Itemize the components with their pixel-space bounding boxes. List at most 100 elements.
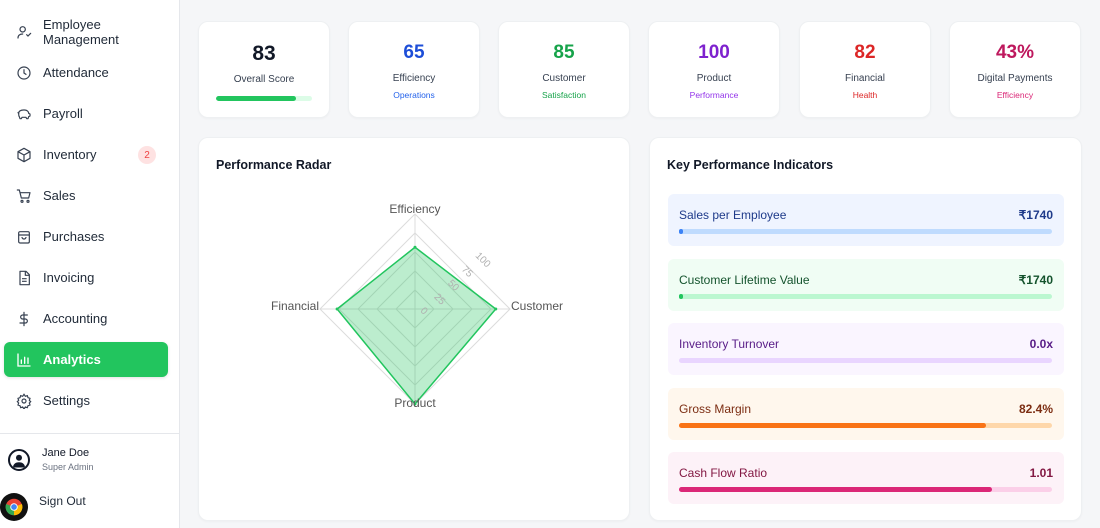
sidebar-item-label: Settings [43, 393, 90, 408]
sidebar-item-accounting[interactable]: Accounting [4, 301, 168, 336]
kpi-progress-track [679, 422, 1052, 428]
bag-icon [16, 229, 32, 245]
kpi-progress-fill [679, 229, 683, 234]
bar-chart-icon [16, 352, 32, 368]
performance-radar-panel: Performance Radar 0 25 50 75 100 Efficiency Cu… [198, 137, 630, 521]
score-card-product: 100 Product Performance [648, 21, 780, 118]
kpi-cash-flow-ratio: Cash Flow Ratio 1.01 [668, 452, 1064, 504]
kpi-value: 82.4% [1018, 401, 1053, 416]
kpi-value: 1.01 [1029, 466, 1053, 480]
kpi-name: Gross Margin [679, 401, 752, 416]
radar-axis-label-financial: Financial [271, 299, 319, 313]
card-value: 65 [403, 42, 425, 63]
card-sublabel: Satisfaction [542, 90, 586, 100]
sidebar-divider [0, 433, 180, 434]
sidebar-item-settings[interactable]: Settings [4, 383, 168, 418]
card-label: Overall Score [233, 74, 295, 85]
score-card-digital-payments: 43% Digital Payments Efficiency [949, 21, 1081, 118]
score-cards: 83 Overall Score 65 Efficiency Operations 85 C… [198, 21, 1082, 118]
kpi-progress-track [679, 229, 1052, 234]
user-avatar-icon [13, 454, 25, 467]
sidebar-item-label: Sales [43, 188, 76, 203]
cart-icon [16, 188, 32, 204]
kpi-name: Sales per Employee [679, 208, 787, 222]
gear-icon [16, 392, 32, 409]
sidebar-item-invoicing[interactable]: Invoicing [4, 260, 168, 295]
kpi-customer-lifetime-value: Customer Lifetime Value ₹1740 [668, 258, 1064, 311]
kpi-name: Cash Flow Ratio [679, 466, 768, 480]
clock-icon [16, 65, 32, 81]
radar-point-customer [494, 307, 498, 311]
sidebar-item-purchases[interactable]: Purchases [4, 219, 168, 254]
card-label: Digital Payments [977, 73, 1053, 84]
score-card-financial: 82 Financial Health [799, 21, 931, 118]
radar-chart: 0255075100EfficiencyCustomerProductFinan… [271, 202, 563, 410]
score-card-customer: 85 Customer Satisfaction [498, 21, 630, 118]
user-icon [16, 24, 32, 40]
radar-point-efficiency [413, 245, 417, 249]
card-label: Product [696, 73, 732, 84]
kpi-name: Customer Lifetime Value [679, 272, 810, 287]
sidebar-item-inventory[interactable]: Inventory 2 [4, 137, 168, 172]
radar-title: Performance Radar [216, 158, 332, 172]
radar-axis-label-customer: Customer [511, 299, 563, 313]
card-value: 85 [553, 42, 575, 63]
google-chrome-icon[interactable] [0, 493, 28, 521]
radar-point-product [413, 402, 417, 406]
sidebar-item-sales[interactable]: Sales [4, 178, 168, 213]
sidebar-item-label: Employee Management [43, 16, 119, 47]
piggy-bank-icon [16, 106, 32, 122]
kpi-inventory-turnover: Inventory Turnover 0.0x [668, 323, 1064, 375]
sidebar-item-attendance[interactable]: Attendance [4, 55, 168, 90]
sidebar-item-label: Inventory [43, 147, 97, 162]
radar-point-financial [335, 307, 339, 311]
kpi-value: ₹1740 [1018, 208, 1053, 222]
user-role: Super Admin [42, 462, 94, 472]
radar-axis-label-product: Product [394, 396, 436, 410]
kpi-gross-margin: Gross Margin 82.4% [668, 387, 1064, 440]
radar-axis-label-efficiency: Efficiency [389, 202, 440, 216]
score-card-overall-score: 83 Overall Score [198, 21, 330, 118]
sidebar: Employee Management Attendance Payroll Inve… [0, 0, 180, 528]
card-sublabel: Operations [393, 90, 435, 100]
user-profile[interactable]: Jane Doe Super Admin [8, 447, 94, 472]
sidebar-item-employee-management[interactable]: Employee Management [4, 14, 168, 49]
score-card-efficiency: 65 Efficiency Operations [348, 21, 480, 118]
sidebar-nav: Employee Management Attendance Payroll Inve… [0, 14, 180, 424]
radar-tick-label: 100 [473, 250, 493, 270]
overall-score-bar [216, 96, 312, 101]
user-name: Jane Doe [42, 447, 90, 459]
notification-badge: 2 [138, 146, 156, 164]
kpi-value: ₹1740 [1018, 272, 1053, 287]
dollar-icon [16, 311, 32, 327]
card-value: 100 [698, 42, 730, 63]
sidebar-item-label: Purchases [43, 229, 105, 244]
kpi-progress-fill [679, 422, 987, 428]
sidebar-item-label: Attendance [43, 65, 109, 80]
card-label: Efficiency [392, 73, 436, 84]
box-icon [16, 147, 32, 163]
overall-score-fill [216, 96, 296, 101]
kpi-progress-track [679, 487, 1052, 492]
card-label: Customer [542, 73, 586, 84]
sidebar-item-label: Accounting [43, 311, 108, 326]
card-sublabel: Performance [689, 90, 739, 100]
sidebar-item-payroll[interactable]: Payroll [4, 96, 168, 131]
card-value: 82 [854, 42, 876, 63]
avatar [8, 448, 30, 471]
kpi-progress-track [679, 293, 1052, 299]
file-icon [16, 270, 32, 286]
kpi-panel: Key Performance Indicators Sales per Emp… [649, 137, 1082, 521]
kpi-value: 0.0x [1029, 337, 1053, 351]
card-value: 43% [995, 42, 1035, 63]
card-value: 83 [252, 42, 276, 65]
kpi-title: Key Performance Indicators [667, 158, 834, 172]
kpi-progress-fill [679, 293, 683, 299]
kpi-name: Inventory Turnover [679, 337, 780, 351]
sidebar-item-analytics[interactable]: Analytics [4, 342, 168, 377]
card-sublabel: Health [852, 90, 878, 100]
sign-out-button[interactable]: Sign Out [39, 494, 86, 508]
kpi-sales-per-employee: Sales per Employee ₹1740 [668, 194, 1064, 246]
radar-tick-label: 75 [459, 264, 475, 280]
card-label: Financial [844, 73, 886, 84]
